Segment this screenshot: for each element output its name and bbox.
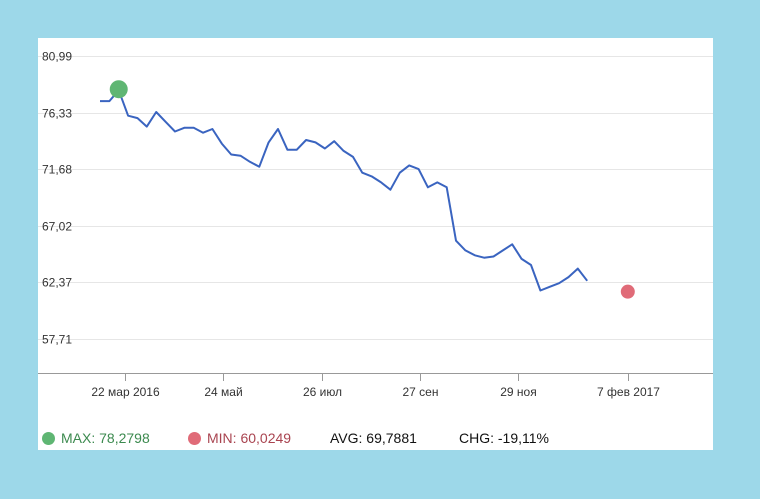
y-axis-ticks: 80,99 76,33 71,68 67,02 62,37 57,71 bbox=[42, 50, 72, 347]
y-tick-label: 71,68 bbox=[42, 163, 72, 177]
markers bbox=[109, 80, 635, 299]
x-tick-label: 26 июл bbox=[303, 385, 342, 399]
min-marker bbox=[620, 284, 635, 299]
grid-lines bbox=[38, 56, 713, 340]
stats-bar: MAX: 78,2798 MIN: 60,0249 AVG: 69,7881 C… bbox=[38, 430, 713, 450]
max-dot-icon bbox=[42, 431, 55, 445]
chart-card: 80,99 76,33 71,68 67,02 62,37 57,71 22 мар 20… bbox=[38, 38, 713, 450]
x-tick-label: 24 май bbox=[204, 385, 242, 399]
x-tick-label: 29 ноя bbox=[500, 385, 536, 399]
stat-avg: AVG: 69,7881 bbox=[330, 430, 417, 446]
max-marker bbox=[109, 80, 128, 99]
x-tick-label: 27 сен bbox=[403, 385, 439, 399]
min-dot-icon bbox=[188, 431, 201, 445]
stat-max: MAX: 78,2798 bbox=[42, 430, 150, 446]
stat-min: MIN: 60,0249 bbox=[188, 430, 291, 446]
x-tick-label: 22 мар 2016 bbox=[91, 385, 160, 399]
stat-min-text: MIN: 60,0249 bbox=[207, 430, 292, 446]
stat-chg: CHG: -19,11% bbox=[459, 430, 549, 446]
stat-chg-text: CHG: -19,11% bbox=[459, 430, 549, 446]
line-chart: 80,99 76,33 71,68 67,02 62,37 57,71 22 мар 20… bbox=[38, 50, 713, 399]
y-tick-label: 67,02 bbox=[42, 220, 72, 234]
y-tick-label: 62,37 bbox=[42, 276, 72, 290]
y-tick-label: 57,71 bbox=[42, 333, 72, 347]
price-series-line bbox=[100, 89, 588, 292]
y-tick-label: 80,99 bbox=[42, 50, 72, 64]
stat-avg-text: AVG: 69,7881 bbox=[330, 430, 417, 446]
x-tick-label: 7 фев 2017 bbox=[597, 385, 660, 399]
stat-max-text: MAX: 78,2798 bbox=[61, 430, 150, 446]
x-axis-ticks: 22 мар 2016 24 май 26 июл 27 сен 29 ноя 7 фев… bbox=[91, 373, 660, 399]
y-tick-label: 76,33 bbox=[42, 107, 72, 121]
